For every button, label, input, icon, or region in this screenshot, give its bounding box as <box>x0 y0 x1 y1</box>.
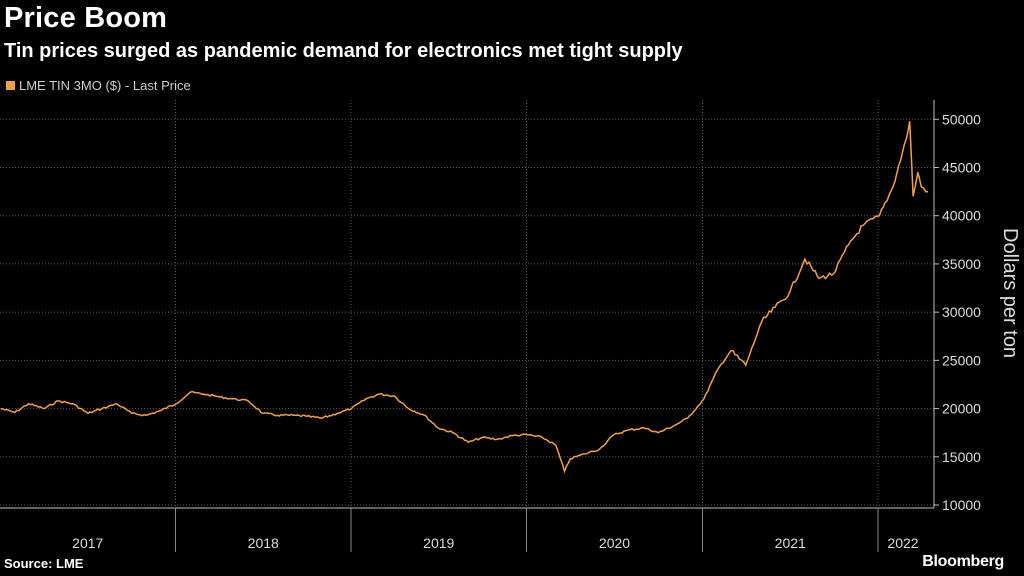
y-axis-ticks: 10000 15000 20000 25000 30000 35000 40000 45000… <box>934 111 981 513</box>
x-axis-ticks: 2017 2018 2019 2020 2021 2022 <box>72 508 919 552</box>
legend-label: LME TIN 3MO ($) - Last Price <box>19 78 191 93</box>
y-tick-label: 25000 <box>942 352 981 368</box>
y-tick-label: 45000 <box>942 160 981 176</box>
legend: LME TIN 3MO ($) - Last Price <box>6 78 191 93</box>
y-tick-label: 50000 <box>942 111 981 127</box>
y-tick-label: 15000 <box>942 449 981 465</box>
chart-title: Price Boom <box>4 2 168 34</box>
chart-subtitle: Tin prices surged as pandemic demand for… <box>4 40 683 62</box>
source-note: Source: LME <box>4 556 84 571</box>
bloomberg-logo: Bloomberg <box>922 553 1004 570</box>
gridlines <box>0 100 934 508</box>
y-tick-label: 40000 <box>942 208 981 224</box>
y-tick-label: 10000 <box>942 497 981 513</box>
x-tick-label: 2019 <box>423 535 454 551</box>
x-tick-label: 2022 <box>887 535 918 551</box>
y-tick-label: 20000 <box>942 401 981 417</box>
y-axis-title: Dollars per ton <box>999 228 1021 358</box>
axes <box>0 100 935 509</box>
legend-swatch <box>6 81 15 90</box>
x-tick-label: 2021 <box>775 535 806 551</box>
x-tick-label: 2020 <box>599 535 630 551</box>
y-tick-label: 35000 <box>942 256 981 272</box>
x-tick-label: 2017 <box>72 535 103 551</box>
y-tick-label: 30000 <box>942 304 981 320</box>
x-tick-label: 2018 <box>248 535 279 551</box>
series-line <box>0 121 929 474</box>
